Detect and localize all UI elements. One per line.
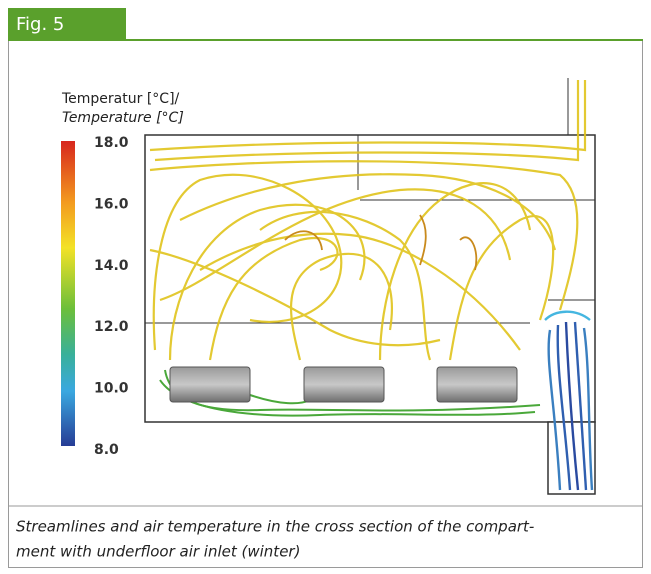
simulation-image (145, 78, 595, 494)
colorbar-tick-label: 14.0 (94, 258, 129, 274)
colorbar-ticks: 18.0 16.0 14.0 12.0 10.0 8.0 (94, 135, 129, 458)
fig-label: Fig. 5 (16, 14, 64, 35)
legend-title: Temperatur [°C]/ (61, 91, 180, 107)
colorbar (61, 141, 75, 446)
colorbar-tick-label: 12.0 (94, 319, 129, 335)
figure-page: Fig. 5 Temperatur [°C]/ Temperature [°C]… (0, 0, 651, 574)
legend-title: Temperature [°C] (62, 110, 184, 126)
colorbar-tick-label: 16.0 (94, 196, 129, 212)
colorbar-tick-label: 10.0 (94, 381, 129, 397)
colorbar-tick-label: 8.0 (94, 442, 119, 458)
caption-line: Streamlines and air temperature in the c… (16, 518, 534, 536)
colorbar-tick-label: 18.0 (94, 135, 129, 151)
caption-line: ment with underfloor air inlet (winter) (16, 543, 300, 561)
figure: Fig. 5 Temperatur [°C]/ Temperature [°C]… (0, 0, 651, 574)
